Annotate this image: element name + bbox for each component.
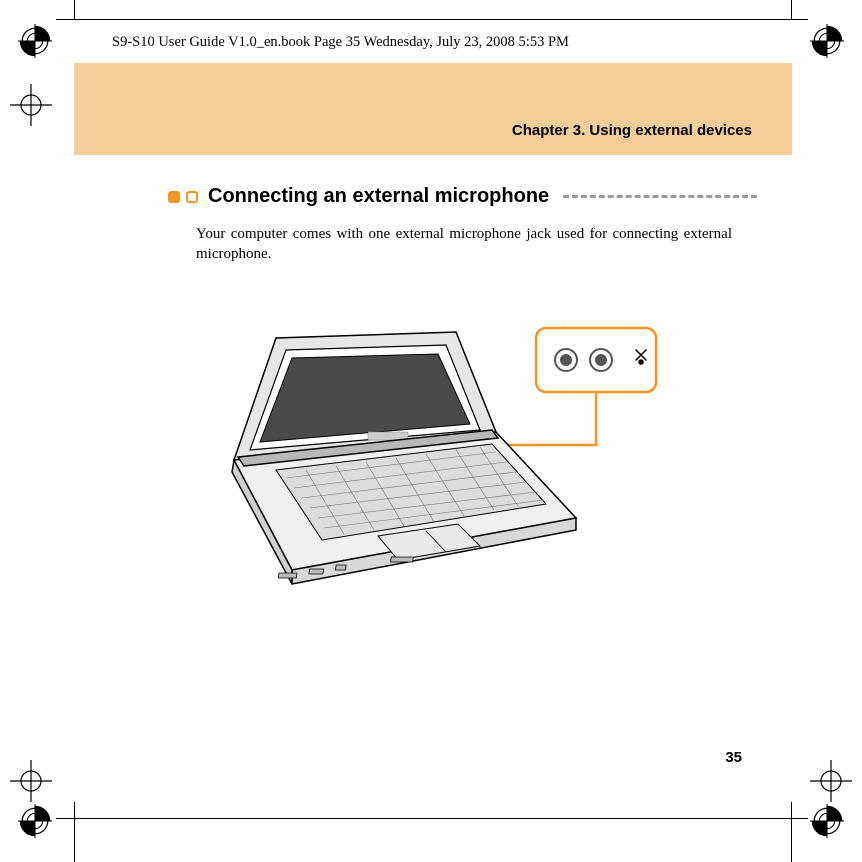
crosshair-mark-icon bbox=[810, 760, 852, 802]
crosshair-mark-icon bbox=[10, 760, 52, 802]
page-number: 35 bbox=[725, 749, 742, 766]
section-heading-row: Connecting an external microphone bbox=[168, 185, 757, 208]
section-body-text: Your computer comes with one external mi… bbox=[196, 224, 732, 265]
chapter-title: Chapter 3. Using external devices bbox=[512, 122, 752, 139]
registration-mark-icon bbox=[810, 804, 844, 838]
chapter-banner: Chapter 3. Using external devices bbox=[74, 63, 792, 155]
registration-mark-icon bbox=[810, 24, 844, 58]
registration-mark-icon bbox=[18, 24, 52, 58]
bullet-hollow-icon bbox=[186, 191, 198, 203]
heading-dashline bbox=[563, 195, 757, 198]
registration-mark-icon bbox=[18, 804, 52, 838]
bullet-filled-icon bbox=[168, 191, 180, 203]
document-meta-header: S9-S10 User Guide V1.0_en.book Page 35 W… bbox=[112, 34, 569, 51]
crosshair-mark-icon bbox=[10, 84, 52, 126]
laptop-figure bbox=[196, 310, 696, 600]
section-heading: Connecting an external microphone bbox=[208, 185, 549, 208]
